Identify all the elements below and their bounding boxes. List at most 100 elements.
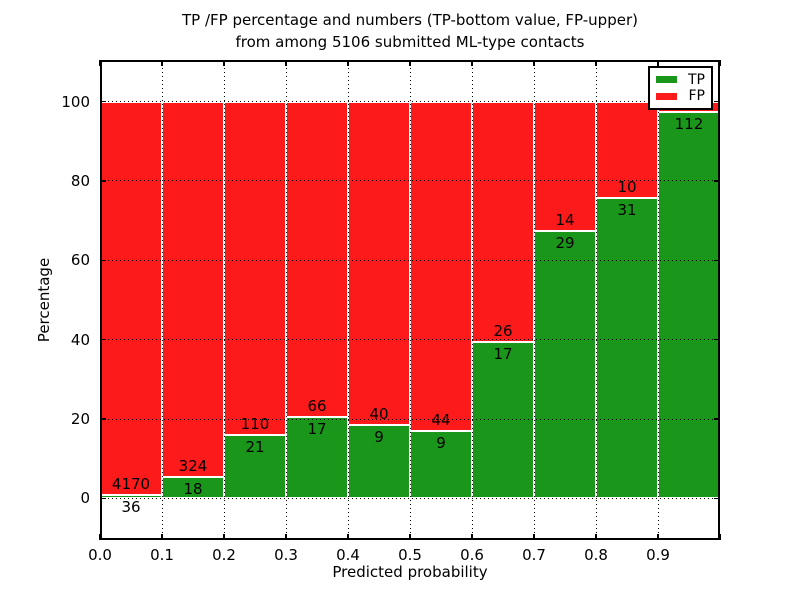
fp-count-label: 40 (369, 405, 389, 424)
x-tick-mark-top (99, 60, 101, 66)
chart-title-line2: from among 5106 submitted ML-type contac… (235, 33, 585, 51)
fp-count-label: 26 (493, 321, 513, 340)
gridline-horizontal (100, 418, 720, 420)
x-tick-mark-bottom (657, 534, 659, 540)
tp-count-label: 9 (436, 433, 446, 452)
x-tick-mark-top (533, 60, 535, 66)
fp-count-label: 4170 (111, 474, 151, 493)
tp-legend-swatch (656, 76, 677, 84)
y-tick-label: 40 (70, 330, 90, 349)
gridline-vertical (223, 60, 225, 540)
x-tick-mark-top (409, 60, 411, 66)
gridline-vertical (285, 60, 287, 540)
x-tick-mark-bottom (99, 534, 101, 540)
x-tick-mark-bottom (347, 534, 349, 540)
gridline-vertical (409, 60, 411, 540)
legend-entry-label: FP (688, 88, 706, 105)
bar-segment-fp (596, 101, 658, 199)
y-tick-mark-right (714, 180, 720, 182)
chart-title-line1: TP /FP percentage and numbers (TP-bottom… (182, 11, 638, 29)
tp-count-label: 18 (183, 480, 203, 499)
x-tick-mark-bottom (285, 534, 287, 540)
x-axis-label: Predicted probability (332, 563, 488, 581)
x-tick-mark-bottom (409, 534, 411, 540)
x-tick-mark-top (719, 60, 721, 66)
x-tick-mark-top (347, 60, 349, 66)
legend-entry: FP (656, 89, 705, 103)
x-tick-label: 0.0 (88, 546, 112, 564)
fp-count-label: 66 (307, 397, 327, 416)
x-tick-mark-bottom (471, 534, 473, 540)
y-axis-label: Percentage (35, 257, 53, 343)
y-tick-mark-right (714, 497, 720, 500)
y-tick-mark-right (714, 338, 720, 341)
fp-count-label: 324 (178, 457, 208, 476)
gridline-vertical (595, 60, 597, 540)
x-tick-mark-top (657, 60, 659, 66)
bar-segment-tp (534, 230, 596, 499)
tp-count-label: 17 (307, 420, 327, 439)
tp-count-label: 31 (617, 201, 637, 220)
x-tick-mark-bottom (533, 534, 535, 540)
tp-count-label: 29 (555, 233, 575, 252)
gridline-vertical (347, 60, 349, 540)
tp-count-label: 112 (674, 115, 704, 133)
gridline-horizontal (100, 180, 720, 182)
y-tick-label: 20 (70, 410, 90, 428)
legend: TP FP (648, 66, 713, 110)
gridline-vertical (161, 60, 163, 540)
y-tick-label: 0 (80, 489, 90, 508)
tp-count-label: 9 (374, 428, 384, 447)
y-tick-label: 100 (61, 92, 90, 111)
y-tick-mark-left (100, 418, 106, 420)
x-tick-mark-top (161, 60, 163, 66)
fp-count-label: 110 (240, 414, 270, 433)
bar-segment-fp (534, 101, 596, 231)
gridline-horizontal (100, 259, 720, 261)
gridline-vertical (657, 60, 659, 540)
x-tick-label: 0.3 (274, 546, 298, 564)
bar-segment-tp (286, 417, 348, 499)
y-tick-mark-left (100, 100, 106, 103)
fp-legend-swatch (656, 92, 677, 100)
bar-segment-tp (472, 341, 534, 499)
gridline-horizontal (100, 101, 720, 103)
tp-count-label: 21 (245, 437, 265, 456)
x-tick-label: 0.6 (460, 546, 484, 564)
x-tick-label: 0.1 (150, 546, 174, 564)
bar-segment-fp (410, 101, 472, 431)
legend-entry-label: TP (688, 71, 705, 88)
x-tick-label: 0.9 (646, 546, 670, 564)
bar-segment-tp (410, 430, 472, 499)
y-tick-mark-right (714, 418, 720, 420)
x-tick-label: 0.7 (522, 546, 546, 564)
fp-count-label: 14 (555, 210, 575, 229)
x-tick-label: 0.8 (584, 546, 608, 564)
y-tick-mark-left (100, 338, 106, 341)
plot-area: 4170363241811021661740944926171429103131… (99, 60, 721, 540)
fp-count-label: 44 (431, 410, 451, 429)
tp-count-label: 17 (493, 344, 513, 363)
x-tick-mark-top (223, 60, 225, 66)
x-tick-label: 0.2 (212, 546, 236, 564)
gridline-horizontal (100, 339, 720, 341)
x-tick-mark-top (595, 60, 597, 66)
chart-title: TP /FP percentage and numbers (TP-bottom… (100, 9, 720, 53)
bar-segment-tp (658, 112, 720, 499)
fp-count-label: 10 (617, 178, 637, 197)
bar-segment-fp (162, 101, 224, 478)
gridline-vertical (533, 60, 535, 540)
y-tick-mark-left (100, 497, 106, 500)
x-tick-mark-bottom (161, 534, 163, 540)
x-tick-mark-top (471, 60, 473, 66)
x-tick-mark-bottom (223, 534, 225, 540)
bar-segment-tp (596, 198, 658, 499)
legend-entry: TP (656, 73, 705, 87)
bar-segment-fp (100, 101, 162, 495)
gridline-vertical (471, 60, 473, 540)
x-tick-mark-top (285, 60, 287, 66)
x-tick-label: 0.4 (336, 546, 360, 564)
y-tick-mark-left (100, 180, 106, 182)
x-tick-mark-bottom (719, 534, 721, 540)
